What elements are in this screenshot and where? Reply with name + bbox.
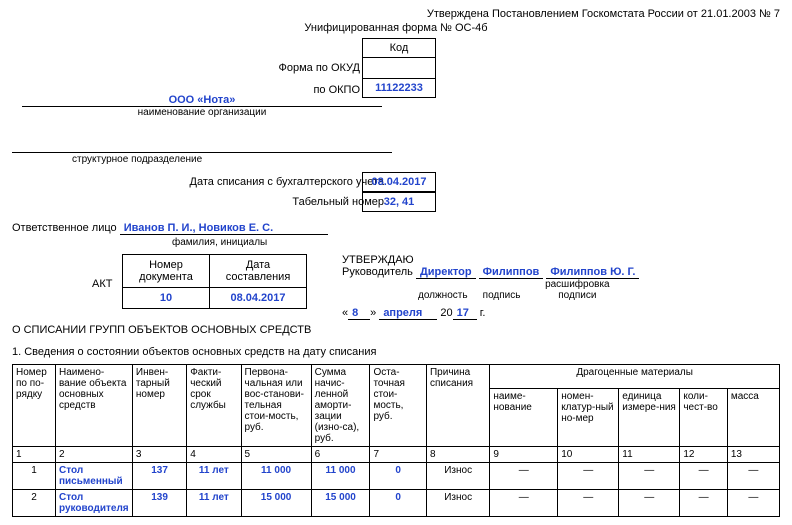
cn6: 6 xyxy=(311,447,370,463)
approve-block: УТВЕРЖДАЮ Руководитель Директор Филиппов… xyxy=(342,254,639,320)
col-12: коли-чест-во xyxy=(680,389,728,447)
doc-date-header: Дата составления xyxy=(210,255,307,288)
code-table: Код 11122233 xyxy=(362,38,436,98)
r1-name: Стол письменный xyxy=(55,463,132,490)
r2-p2: — xyxy=(558,490,619,517)
cn8: 8 xyxy=(426,447,489,463)
col-2: Наимено-вание объекта основных средств xyxy=(55,365,132,447)
doc-num-value: 10 xyxy=(123,288,210,309)
doc-date-value: 08.04.2017 xyxy=(210,288,307,309)
responsible-label: Ответственное лицо xyxy=(12,222,117,234)
cn13: 13 xyxy=(727,447,779,463)
org-name: ООО «Нота» xyxy=(22,94,382,107)
leader-decoded: Филиппов Ю. Г. xyxy=(546,266,639,279)
cn1: 1 xyxy=(13,447,56,463)
act-title: О СПИСАНИИ ГРУПП ОБЪЕКТОВ ОСНОВНЫХ СРЕДС… xyxy=(12,324,780,336)
r1-p3: — xyxy=(619,463,680,490)
r1-reason: Износ xyxy=(426,463,489,490)
col-7: Оста-точная стои-мость, руб. xyxy=(370,365,427,447)
writeoff-date-value: 08.04.2017 xyxy=(363,173,436,192)
r2-reason: Износ xyxy=(426,490,489,517)
section1-title: 1. Сведения о состоянии объектов основны… xyxy=(12,346,780,358)
cn10: 10 xyxy=(558,447,619,463)
r1-num: 1 xyxy=(13,463,56,490)
col-13: масса xyxy=(727,389,779,447)
r2-term: 11 лет xyxy=(187,490,241,517)
form-title: Унифицированная форма № ОС-4б xyxy=(12,22,780,34)
col-1: Номер по по-рядку xyxy=(13,365,56,447)
approve-title: УТВЕРЖДАЮ xyxy=(342,254,639,266)
date-quote-close: » xyxy=(370,307,376,319)
r1-p5: — xyxy=(727,463,779,490)
r1-inv: 137 xyxy=(132,463,186,490)
cn2: 2 xyxy=(55,447,132,463)
cn12: 12 xyxy=(680,447,728,463)
table-row: 1 Стол письменный 137 11 лет 11 000 11 0… xyxy=(13,463,780,490)
cn11: 11 xyxy=(619,447,680,463)
col-10: номен-клатур-ный но-мер xyxy=(558,389,619,447)
col-6: Сумма начис-ленной аморти-зации (изно-са… xyxy=(311,365,370,447)
leader-label: Руководитель xyxy=(342,266,413,278)
r2-amort: 15 000 xyxy=(311,490,370,517)
code-header: Код xyxy=(363,39,436,58)
cn5: 5 xyxy=(241,447,311,463)
tab-number-cell: 32, 41 xyxy=(362,192,436,212)
decoded-caption: расшифровка подписи xyxy=(532,279,622,301)
responsible-names: Иванов П. И., Новиков Е. С. xyxy=(120,222,328,235)
subdivision-label: структурное подразделение xyxy=(72,154,202,165)
col-4: Факти-ческий срок службы xyxy=(187,365,241,447)
responsible-caption: фамилия, инициалы xyxy=(172,237,780,248)
cn7: 7 xyxy=(370,447,427,463)
approve-day: 8 xyxy=(348,307,370,320)
col-11: единица измере-ния xyxy=(619,389,680,447)
r1-initial: 11 000 xyxy=(241,463,311,490)
signature-caption: подпись xyxy=(474,290,530,301)
r1-amort: 11 000 xyxy=(311,463,370,490)
table-row: 2 Стол руководителя 139 11 лет 15 000 15… xyxy=(13,490,780,517)
r2-p5: — xyxy=(727,490,779,517)
r2-num: 2 xyxy=(13,490,56,517)
position-caption: должность xyxy=(415,290,471,301)
year-prefix: 20 xyxy=(440,307,452,319)
r2-p1: — xyxy=(490,490,558,517)
r2-p3: — xyxy=(619,490,680,517)
leader-position: Директор xyxy=(416,266,476,279)
approve-month: апреля xyxy=(379,307,437,320)
tab-number-label: Табельный номер xyxy=(12,196,384,208)
r1-p1: — xyxy=(490,463,558,490)
colnum-row: 1 2 3 4 5 6 7 8 9 10 11 12 13 xyxy=(13,447,780,463)
r2-residual: 0 xyxy=(370,490,427,517)
doc-num-header: Номер документа xyxy=(123,255,210,288)
r1-term: 11 лет xyxy=(187,463,241,490)
doc-table: Номер документа Дата составления 10 08.0… xyxy=(122,254,307,309)
r1-p2: — xyxy=(558,463,619,490)
main-table: Номер по по-рядку Наимено-вание объекта … xyxy=(12,364,780,517)
r1-residual: 0 xyxy=(370,463,427,490)
r1-p4: — xyxy=(680,463,728,490)
cn4: 4 xyxy=(187,447,241,463)
writeoff-date-label: Дата списания с бухгалтерского учета xyxy=(12,176,384,188)
okud-label: Форма по ОКУД xyxy=(279,62,361,74)
r2-name: Стол руководителя xyxy=(55,490,132,517)
regulation-text: Утверждена Постановлением Госкомстата Ро… xyxy=(12,8,780,20)
col-3: Инвен-тарный номер xyxy=(132,365,186,447)
writeoff-date-cell: 08.04.2017 xyxy=(362,172,436,192)
tab-number-value: 32, 41 xyxy=(363,193,436,212)
org-caption: наименование организации xyxy=(12,107,392,118)
r2-inv: 139 xyxy=(132,490,186,517)
col-9: наиме-нование xyxy=(490,389,558,447)
r2-initial: 15 000 xyxy=(241,490,311,517)
okud-value xyxy=(363,58,436,79)
year-suffix: г. xyxy=(480,307,486,319)
col-precious: Драгоценные материалы xyxy=(490,365,780,389)
approve-year: 17 xyxy=(453,307,477,320)
col-8: Причина списания xyxy=(426,365,489,447)
cn9: 9 xyxy=(490,447,558,463)
cn3: 3 xyxy=(132,447,186,463)
col-5: Первона-чальная или вос-станови-тельная … xyxy=(241,365,311,447)
akt-label: АКТ xyxy=(92,278,112,290)
r2-p4: — xyxy=(680,490,728,517)
leader-signature: Филиппов xyxy=(479,266,544,279)
